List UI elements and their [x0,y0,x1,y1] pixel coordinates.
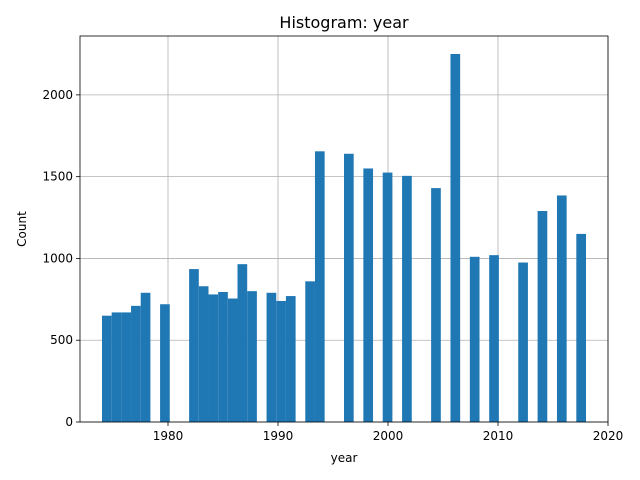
histogram-bar [489,255,499,422]
histogram-bar [131,305,141,422]
x-tick-label: 2010 [483,429,514,443]
x-tick-label: 2000 [373,429,404,443]
y-tick-label: 500 [50,333,73,347]
histogram-bar [247,291,257,422]
histogram-bar [402,175,412,422]
histogram-bar [305,281,315,422]
histogram-bar [237,264,248,422]
histogram-bar [227,298,238,422]
histogram-bar [218,291,228,422]
histogram-bar [140,292,151,422]
histogram-bar [363,168,374,422]
y-tick-label: 1000 [42,251,73,265]
axes-frame [79,35,609,423]
histogram-bar [518,262,528,422]
histogram-bar [314,151,325,422]
x-tick-label: 1990 [263,429,294,443]
y-tick-label: 1500 [42,170,73,184]
histogram-bar [382,172,393,422]
histogram-bar [160,304,170,422]
chart-title: Histogram: year [279,13,409,32]
y-axis-label: Count [15,211,29,247]
histogram-bar [344,153,354,423]
x-axis-label: year [331,451,358,465]
histogram-bar [208,294,219,422]
x-axis-ticks: 1980 1990 2000 2010 2020 [153,422,624,443]
plot-frame [79,35,609,423]
histogram-bar [450,53,461,423]
histogram-bar [285,296,296,422]
histogram-bar [111,312,122,422]
y-axis-ticks: 0 500 1000 1500 2000 [42,88,80,429]
histogram-bar [431,188,441,422]
histogram-bar [556,195,567,422]
x-tick-label: 2020 [593,429,624,443]
histogram-bar [189,269,199,422]
histogram-bar [102,315,112,422]
y-tick-label: 0 [65,415,73,429]
histogram-bar [121,312,132,422]
bars [102,53,586,423]
x-tick-label: 1980 [153,429,184,443]
y-tick-label: 2000 [42,88,73,102]
histogram-bar [276,300,286,422]
histogram-bar [469,256,480,422]
histogram-bar [266,292,277,422]
histogram-bar [198,286,209,422]
histogram-bar [576,233,586,422]
histogram-bar [537,211,548,422]
